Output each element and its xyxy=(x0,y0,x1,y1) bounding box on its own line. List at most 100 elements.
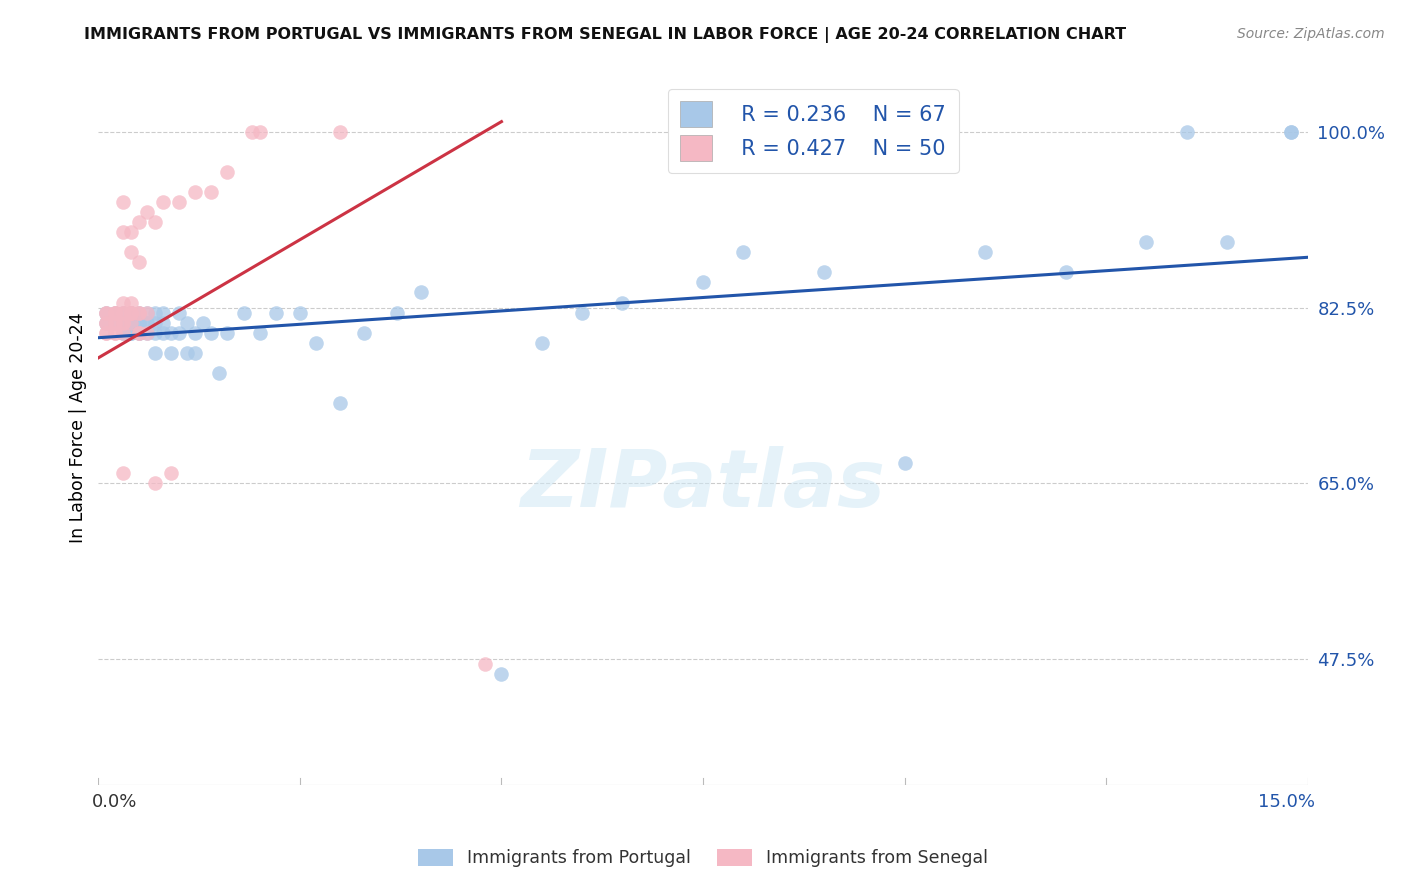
Point xyxy=(135,326,157,340)
Point xyxy=(184,326,207,340)
Point xyxy=(111,305,134,319)
Point xyxy=(409,285,432,300)
Point xyxy=(96,305,118,319)
Legend: Immigrants from Portugal, Immigrants from Senegal: Immigrants from Portugal, Immigrants fro… xyxy=(412,842,994,874)
Point xyxy=(96,316,118,330)
Point xyxy=(111,295,134,310)
Point xyxy=(120,225,142,239)
Point xyxy=(491,667,513,681)
Point xyxy=(1054,265,1077,279)
Point xyxy=(530,335,553,350)
Point xyxy=(135,316,157,330)
Point xyxy=(120,316,142,330)
Point xyxy=(96,326,118,340)
Point xyxy=(128,326,150,340)
Point xyxy=(111,326,134,340)
Point xyxy=(103,316,125,330)
Point xyxy=(111,316,134,330)
Point xyxy=(612,295,634,310)
Point xyxy=(120,316,142,330)
Point xyxy=(143,316,166,330)
Point xyxy=(167,326,190,340)
Point xyxy=(111,194,134,209)
Point xyxy=(111,225,134,239)
Point xyxy=(120,245,142,260)
Point xyxy=(120,326,142,340)
Point xyxy=(135,305,157,319)
Point xyxy=(193,316,215,330)
Point xyxy=(111,467,134,481)
Point xyxy=(120,305,142,319)
Y-axis label: In Labor Force | Age 20-24: In Labor Force | Age 20-24 xyxy=(69,313,87,543)
Point xyxy=(217,326,239,340)
Point xyxy=(128,305,150,319)
Point xyxy=(1135,235,1157,250)
Point xyxy=(96,316,118,330)
Point xyxy=(111,316,134,330)
Point xyxy=(111,316,134,330)
Point xyxy=(353,326,375,340)
Point xyxy=(474,657,496,672)
Legend:   R = 0.236    N = 67,   R = 0.427    N = 50: R = 0.236 N = 67, R = 0.427 N = 50 xyxy=(668,89,959,173)
Point xyxy=(120,316,142,330)
Point xyxy=(152,194,174,209)
Point xyxy=(103,305,125,319)
Point xyxy=(135,305,157,319)
Point xyxy=(103,305,125,319)
Point xyxy=(96,305,118,319)
Point xyxy=(120,305,142,319)
Point xyxy=(128,326,150,340)
Point xyxy=(128,326,150,340)
Point xyxy=(240,125,263,139)
Point xyxy=(208,366,231,380)
Point xyxy=(135,205,157,219)
Point xyxy=(128,305,150,319)
Point xyxy=(176,345,198,359)
Point xyxy=(128,215,150,229)
Point xyxy=(96,305,118,319)
Point xyxy=(176,316,198,330)
Point xyxy=(143,305,166,319)
Text: 15.0%: 15.0% xyxy=(1257,793,1315,811)
Point xyxy=(96,326,118,340)
Point xyxy=(103,305,125,319)
Point xyxy=(143,476,166,491)
Point xyxy=(152,316,174,330)
Point xyxy=(128,305,150,319)
Point xyxy=(111,316,134,330)
Point xyxy=(120,305,142,319)
Point xyxy=(974,245,997,260)
Point xyxy=(167,305,190,319)
Text: ZIPatlas: ZIPatlas xyxy=(520,446,886,524)
Point xyxy=(160,345,183,359)
Text: Source: ZipAtlas.com: Source: ZipAtlas.com xyxy=(1237,27,1385,41)
Point xyxy=(893,456,915,470)
Point xyxy=(288,305,311,319)
Point xyxy=(96,316,118,330)
Point xyxy=(103,326,125,340)
Text: IMMIGRANTS FROM PORTUGAL VS IMMIGRANTS FROM SENEGAL IN LABOR FORCE | AGE 20-24 C: IMMIGRANTS FROM PORTUGAL VS IMMIGRANTS F… xyxy=(84,27,1126,43)
Point xyxy=(329,125,352,139)
Point xyxy=(152,326,174,340)
Point xyxy=(232,305,254,319)
Point xyxy=(385,305,408,319)
Point xyxy=(103,305,125,319)
Point xyxy=(152,305,174,319)
Point xyxy=(135,326,157,340)
Point xyxy=(103,316,125,330)
Point xyxy=(128,316,150,330)
Point xyxy=(120,295,142,310)
Point xyxy=(167,194,190,209)
Point xyxy=(120,326,142,340)
Point xyxy=(217,165,239,179)
Point xyxy=(813,265,835,279)
Point xyxy=(128,255,150,269)
Point xyxy=(329,396,352,410)
Point xyxy=(160,467,183,481)
Point xyxy=(143,326,166,340)
Point xyxy=(111,305,134,319)
Point xyxy=(1216,235,1239,250)
Point xyxy=(733,245,755,260)
Point xyxy=(103,316,125,330)
Point xyxy=(143,215,166,229)
